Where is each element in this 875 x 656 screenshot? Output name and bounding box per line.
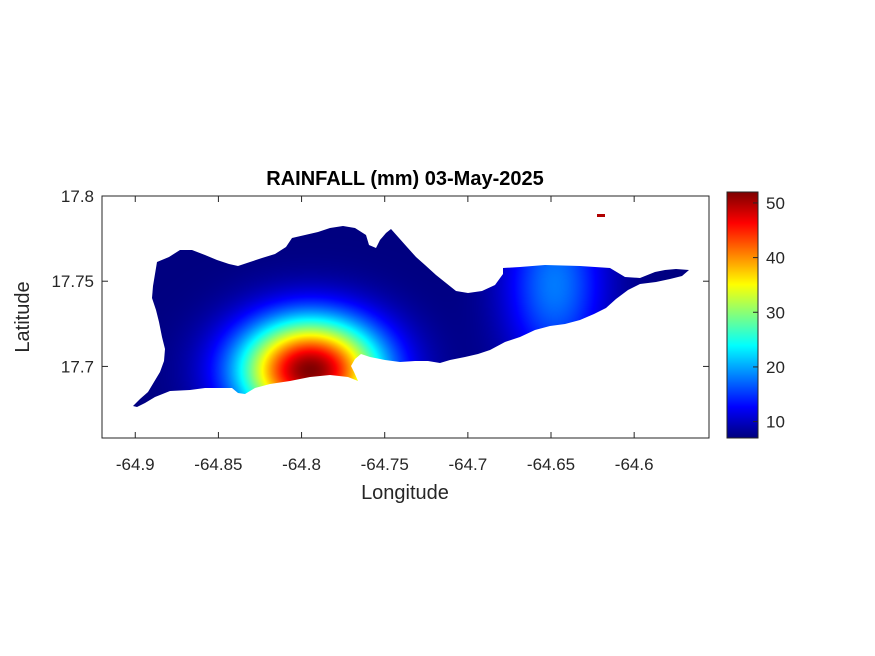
x-tick-label: -64.8 bbox=[282, 455, 321, 474]
colorbar-tick-label: 10 bbox=[766, 413, 785, 432]
x-tick-label: -64.85 bbox=[194, 455, 242, 474]
x-tick-label: -64.65 bbox=[527, 455, 575, 474]
colorbar-tick-label: 20 bbox=[766, 358, 785, 377]
chart-title: RAINFALL (mm) 03-May-2025 bbox=[266, 168, 543, 190]
x-tick-label: -64.9 bbox=[116, 455, 155, 474]
colorbar-frame bbox=[726, 191, 759, 439]
y-axis-label: Latitude bbox=[12, 281, 34, 352]
x-axis-label: Longitude bbox=[361, 482, 449, 504]
x-axis: -64.9 -64.85 -64.8 -64.75 -64.7 -64.65 -64.6 bbox=[116, 196, 654, 474]
colorbar: 10 20 30 40 50 bbox=[726, 191, 785, 439]
y-tick-label: 17.75 bbox=[51, 272, 94, 291]
y-tick-label: 17.8 bbox=[61, 187, 94, 206]
x-tick-label: -64.75 bbox=[361, 455, 409, 474]
colorbar-ticks: 10 20 30 40 50 bbox=[753, 194, 785, 432]
islet-marker bbox=[597, 214, 605, 217]
y-axis: 17.7 17.75 17.8 bbox=[51, 187, 709, 376]
colorbar-tick-label: 50 bbox=[766, 194, 785, 213]
x-tick-label: -64.6 bbox=[615, 455, 654, 474]
colorbar-tick-label: 40 bbox=[766, 249, 785, 268]
plot-frame bbox=[101, 195, 710, 439]
colorbar-tick-label: 30 bbox=[766, 303, 785, 322]
x-tick-label: -64.7 bbox=[448, 455, 487, 474]
plot-area: -64.9 -64.85 -64.8 -64.75 -64.7 -64.65 -64.6 1… bbox=[51, 187, 710, 474]
colorbar-gradient bbox=[727, 192, 758, 438]
y-tick-label: 17.7 bbox=[61, 357, 94, 376]
